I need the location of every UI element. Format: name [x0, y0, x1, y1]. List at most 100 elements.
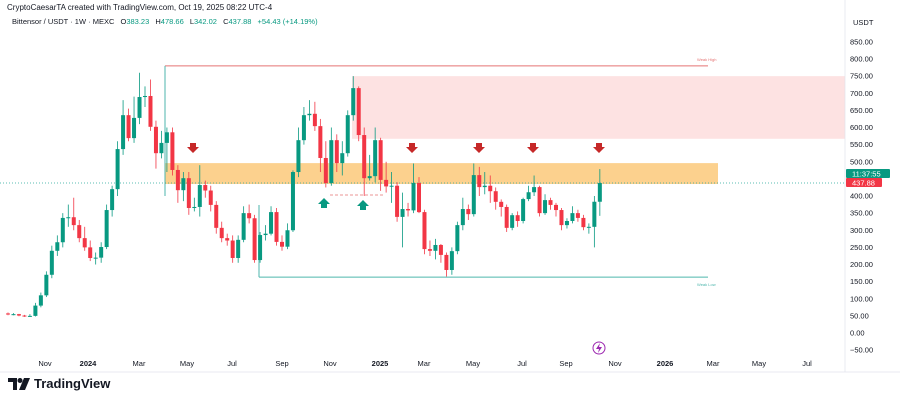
candle-body: [22, 315, 27, 317]
candle: [466, 204, 471, 220]
candle-body: [44, 274, 49, 296]
candle: [395, 182, 400, 222]
price-tick-label: 200.00: [850, 260, 873, 269]
candle: [82, 226, 87, 251]
high-value: 478.66: [160, 17, 184, 26]
candle: [455, 221, 460, 255]
candle-body: [586, 226, 591, 228]
high-label: H: [155, 17, 161, 26]
candle-body: [592, 201, 597, 227]
candle: [564, 218, 569, 229]
candle-body: [455, 225, 460, 252]
time-axis-label: Sep: [275, 359, 288, 368]
candle: [417, 177, 421, 214]
candle: [203, 180, 208, 198]
candle-body: [477, 175, 482, 188]
candle: [427, 240, 432, 256]
candle: [170, 127, 175, 176]
weak-low-label: Weak Low: [697, 282, 716, 287]
candle-body: [526, 192, 531, 200]
candle-body: [290, 172, 295, 231]
candle: [570, 206, 575, 224]
candle-body: [554, 204, 558, 211]
candle: [488, 175, 493, 203]
candle: [543, 194, 548, 215]
price-tag: [846, 178, 882, 187]
time-axis-label: Jul: [517, 359, 527, 368]
candle-body: [499, 201, 504, 207]
candle-body: [164, 132, 169, 143]
candle-body: [433, 244, 438, 251]
candle: [143, 86, 147, 107]
candle-body: [274, 212, 279, 242]
candle-body: [93, 257, 98, 259]
candle: [411, 163, 416, 214]
symbol-name[interactable]: Bittensor / USDT · 1W · MEXC: [12, 17, 115, 26]
candle-body: [208, 190, 213, 205]
candle-body: [373, 140, 378, 177]
candle: [575, 209, 580, 222]
candle: [597, 169, 602, 216]
time-axis-label: May: [752, 359, 766, 368]
candle: [6, 312, 10, 316]
price-tick-label: 650.00: [850, 106, 873, 115]
down-arrow-icon: [527, 143, 539, 153]
tradingview-logo[interactable]: TradingView: [8, 376, 110, 391]
price-tick-label: 700.00: [850, 89, 873, 98]
candle: [252, 214, 257, 263]
candle: [93, 252, 98, 265]
candle-body: [110, 189, 115, 211]
time-axis-label: Sep: [559, 359, 572, 368]
candle-body: [482, 185, 487, 188]
candle: [504, 204, 509, 232]
candle-body: [49, 250, 54, 275]
candle: [367, 154, 372, 181]
candle-body: [11, 314, 16, 316]
candle: [510, 213, 515, 231]
time-axis-label: Nov: [608, 359, 622, 368]
price-axis-currency: USDT: [853, 18, 874, 27]
candle-body: [143, 95, 147, 98]
candle: [433, 238, 438, 260]
candle: [290, 170, 295, 232]
price-tick-label: 150.00: [850, 277, 873, 286]
up-arrow-icon: [318, 198, 330, 208]
candle-body: [27, 315, 32, 317]
candle: [77, 219, 82, 243]
candle-body: [548, 200, 553, 205]
candle-body: [252, 218, 257, 261]
candle: [493, 187, 498, 210]
price-tick-label: 500.00: [850, 157, 873, 166]
candle-body: [449, 251, 454, 270]
candle: [406, 202, 411, 217]
candle: [132, 96, 137, 143]
candle-body: [444, 254, 449, 270]
candle-body: [241, 213, 246, 240]
candle: [471, 163, 476, 217]
candle-body: [115, 149, 120, 190]
time-axis-label: 2024: [80, 359, 98, 368]
price-tick-label: 100.00: [850, 294, 873, 303]
candle: [373, 127, 378, 183]
candle-body: [597, 183, 602, 202]
open-value: 383.23: [126, 17, 150, 26]
candle: [104, 204, 109, 250]
countdown-tag-text: 11:37:55: [852, 170, 881, 179]
candle: [71, 197, 76, 231]
candle: [110, 185, 115, 217]
candle-body: [395, 185, 400, 217]
candle: [477, 166, 482, 196]
candle: [175, 165, 180, 203]
candle-body: [384, 179, 389, 187]
candle: [153, 120, 158, 169]
candle-body: [312, 113, 317, 127]
candle: [197, 165, 202, 217]
candle-body: [126, 115, 131, 139]
candle-body: [186, 178, 191, 208]
chart-credit: CryptoCaesarTA created with TradingView.…: [7, 3, 273, 12]
candle-body: [88, 247, 93, 258]
candle: [323, 141, 328, 188]
tradingview-logo-icon: [8, 377, 30, 390]
candle-body: [356, 88, 361, 136]
